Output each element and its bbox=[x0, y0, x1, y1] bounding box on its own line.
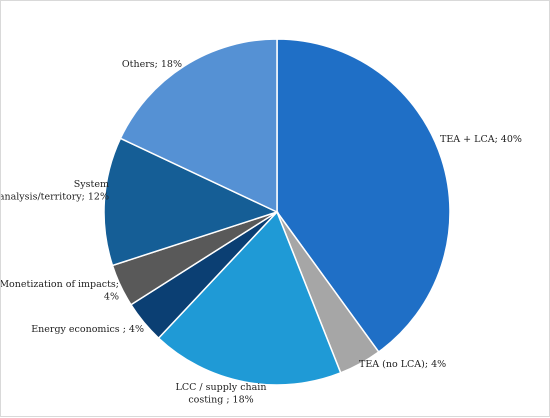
data-label-line: Others; 18% bbox=[122, 59, 182, 70]
pie-labels: TEA + LCA; 40% TEA (no LCA); 4% LCC / supp… bbox=[1, 59, 522, 406]
pie-slice-7 bbox=[119, 38, 278, 214]
data-label-line: Energy economics ; 4% bbox=[31, 324, 144, 335]
data-label-line: LCC / supply chain bbox=[176, 382, 267, 393]
data-label-5: Monetization of impacts; 4% bbox=[1, 279, 119, 303]
data-label-6: System analysis/territory; 12% bbox=[1, 179, 109, 203]
pie-slices bbox=[103, 38, 451, 386]
data-label-line: System bbox=[74, 179, 109, 190]
pie-slice-6 bbox=[103, 137, 280, 267]
data-label-line: TEA + LCA; 40% bbox=[440, 134, 522, 145]
data-label-line: costing ; 18% bbox=[188, 395, 253, 406]
pie-slice-3 bbox=[157, 210, 342, 386]
data-label-line: Monetization of impacts; bbox=[1, 279, 119, 290]
data-label-4: Energy economics ; 4% bbox=[31, 324, 144, 335]
data-label-3: LCC / supply chain costing ; 18% bbox=[176, 382, 267, 406]
data-label-line: TEA (no LCA); 4% bbox=[359, 359, 446, 370]
data-label-2: TEA (no LCA); 4% bbox=[359, 359, 446, 370]
data-label-1: TEA + LCA; 40% bbox=[440, 134, 522, 145]
data-label-7: Others; 18% bbox=[122, 59, 182, 70]
pie-slice-1 bbox=[276, 38, 451, 354]
data-label-line: 4% bbox=[104, 292, 119, 303]
data-label-line: analysis/territory; 12% bbox=[1, 192, 109, 203]
